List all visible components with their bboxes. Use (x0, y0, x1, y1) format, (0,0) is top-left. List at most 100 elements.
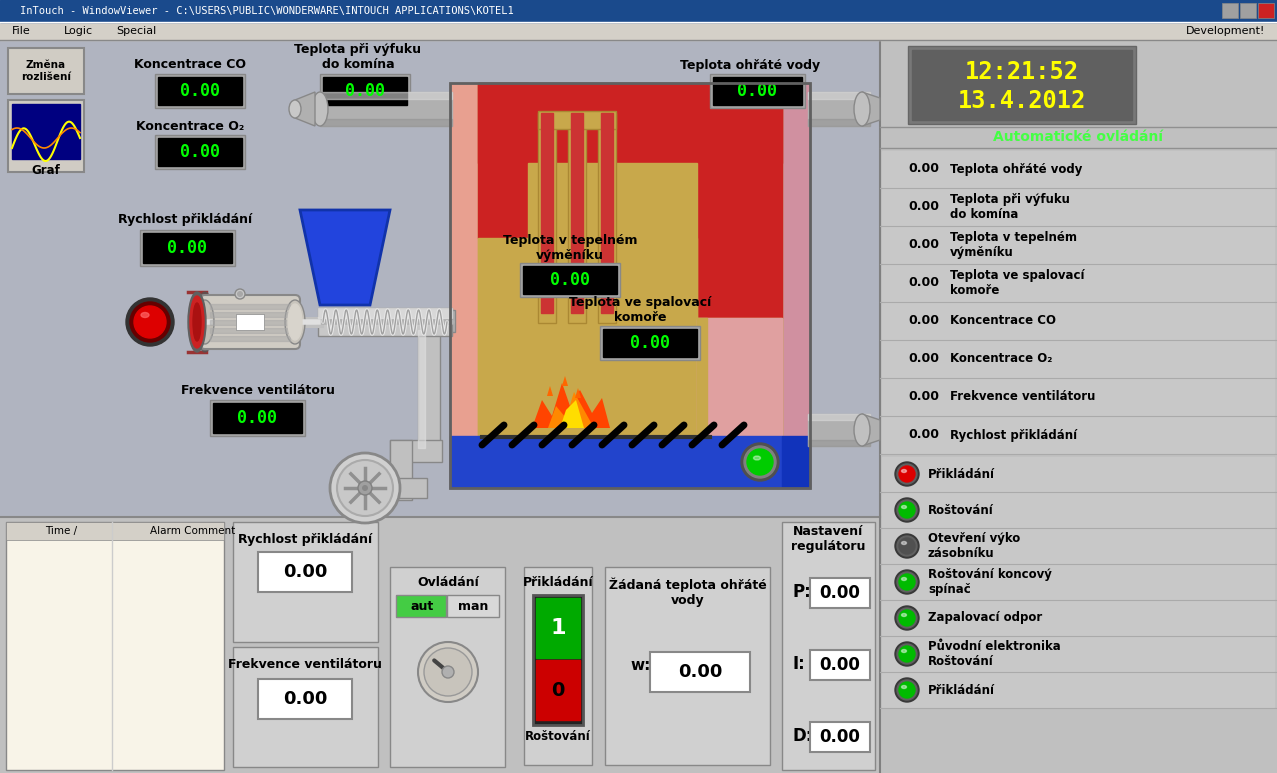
Circle shape (896, 644, 917, 664)
Ellipse shape (854, 414, 870, 446)
Text: Koncentrace CO: Koncentrace CO (950, 315, 1056, 328)
Bar (418, 330, 441, 448)
Text: Zapalovací odpor: Zapalovací odpor (928, 611, 1042, 625)
Text: Nastavení
regulátoru: Nastavení regulátoru (790, 525, 866, 553)
Bar (782, 83, 810, 488)
Text: 0.00: 0.00 (908, 390, 939, 404)
Bar (213, 403, 301, 433)
Polygon shape (561, 400, 584, 428)
Text: Teplota ohřáté vody: Teplota ohřáté vody (679, 59, 820, 71)
Text: 0.00: 0.00 (345, 82, 384, 100)
Circle shape (899, 502, 916, 518)
Circle shape (126, 298, 174, 346)
Bar (450, 83, 478, 488)
Text: Frekvence ventilátoru: Frekvence ventilátoru (181, 383, 335, 397)
Ellipse shape (854, 92, 870, 126)
Bar (318, 308, 452, 336)
Bar (536, 660, 580, 720)
Text: Teplota při výfuku
do komína: Teplota při výfuku do komína (295, 43, 421, 71)
Bar (11, 104, 80, 159)
Bar (538, 111, 616, 129)
Bar (1240, 3, 1257, 18)
Bar (447, 595, 499, 617)
Text: 0.00: 0.00 (908, 162, 939, 175)
Bar (1258, 3, 1274, 18)
Bar (882, 565, 1274, 599)
Circle shape (895, 534, 919, 558)
Text: 13.4.2012: 13.4.2012 (958, 89, 1087, 113)
Ellipse shape (188, 292, 206, 352)
Polygon shape (575, 388, 581, 398)
Bar (600, 326, 700, 360)
Circle shape (895, 678, 919, 702)
Bar (810, 650, 870, 680)
Ellipse shape (195, 300, 215, 344)
Bar (323, 77, 407, 105)
Ellipse shape (312, 92, 328, 126)
Bar (882, 529, 1274, 563)
Ellipse shape (190, 296, 204, 348)
Bar (882, 189, 1274, 225)
Bar (882, 227, 1274, 263)
Bar (810, 722, 870, 752)
Bar (882, 457, 1274, 491)
Text: Special: Special (116, 26, 156, 36)
Bar (8, 100, 84, 172)
Bar (568, 113, 586, 323)
Text: w:: w: (630, 658, 650, 673)
Bar (389, 440, 442, 462)
Text: Graf: Graf (32, 164, 60, 176)
Text: 0.00: 0.00 (738, 82, 778, 100)
Bar (605, 567, 770, 765)
Text: Roštování koncový
spínač: Roštování koncový spínač (928, 568, 1052, 596)
Polygon shape (562, 376, 568, 386)
Bar (524, 567, 593, 765)
Text: Rychlost přikládání: Rychlost přikládání (950, 428, 1077, 441)
Circle shape (895, 570, 919, 594)
Bar (520, 263, 621, 297)
Bar (450, 83, 810, 488)
Text: I:: I: (793, 655, 806, 673)
Bar (0, 40, 880, 773)
Circle shape (134, 306, 166, 338)
Circle shape (899, 610, 916, 626)
Text: 1: 1 (550, 618, 566, 638)
Text: 0.00: 0.00 (282, 690, 327, 708)
Ellipse shape (902, 577, 907, 581)
Bar (209, 328, 290, 333)
Circle shape (895, 642, 919, 666)
Text: File: File (11, 26, 31, 36)
Text: P:: P: (793, 583, 812, 601)
Text: 0.00: 0.00 (550, 271, 590, 289)
Bar (236, 314, 264, 330)
Bar (908, 46, 1137, 124)
Ellipse shape (753, 456, 761, 460)
Text: 0.00: 0.00 (908, 239, 939, 251)
Circle shape (238, 291, 243, 297)
Text: man: man (458, 600, 488, 612)
Bar (321, 92, 452, 126)
Bar (209, 304, 290, 309)
Bar (258, 552, 352, 592)
Bar (782, 522, 875, 770)
Ellipse shape (902, 506, 907, 509)
Circle shape (235, 289, 245, 299)
Bar (321, 119, 452, 126)
Bar (882, 493, 1274, 527)
Circle shape (130, 302, 170, 342)
Text: Teplota v tepelném
výměníku: Teplota v tepelném výměníku (503, 234, 637, 262)
Text: 0.00: 0.00 (282, 563, 327, 581)
Bar (318, 308, 452, 318)
Circle shape (741, 443, 779, 481)
Bar (571, 113, 584, 313)
Ellipse shape (902, 542, 907, 544)
Ellipse shape (902, 469, 907, 472)
Bar (398, 478, 427, 498)
Text: Teplota ve spalovací
komoře: Teplota ve spalovací komoře (950, 269, 1084, 297)
Bar (478, 318, 782, 488)
Bar (882, 637, 1274, 671)
Bar (478, 83, 782, 488)
Text: InTouch - WindowViewer - C:\USERS\PUBLIC\WONDERWARE\INTOUCH APPLICATIONS\KOTEL1: InTouch - WindowViewer - C:\USERS\PUBLIC… (20, 6, 513, 16)
Bar (155, 74, 245, 108)
Ellipse shape (289, 100, 301, 118)
